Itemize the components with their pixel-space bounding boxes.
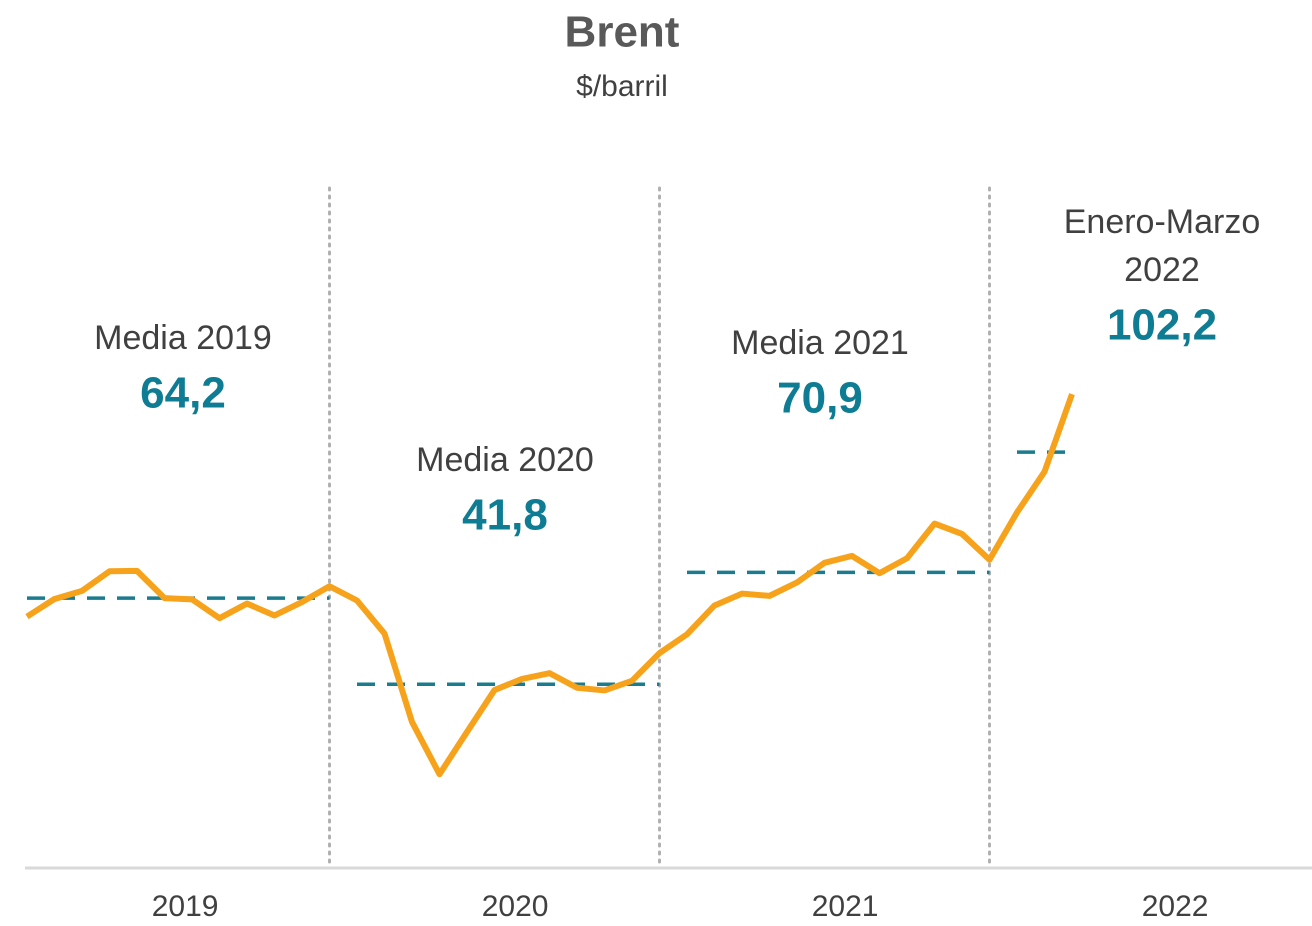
price-line <box>25 393 1075 778</box>
x-tick-label: 2020 <box>482 890 549 923</box>
chart-title: Brent <box>565 8 680 57</box>
chart-subtitle: $/barril <box>576 70 668 103</box>
x-tick-label: 2022 <box>1142 890 1209 923</box>
x-tick-label: 2019 <box>152 890 219 923</box>
average-label: 2022 <box>1124 251 1200 289</box>
average-label: Enero-Marzo <box>1064 203 1261 241</box>
average-value: 41,8 <box>462 491 548 540</box>
average-value: 102,2 <box>1107 301 1217 350</box>
x-tick-label: 2021 <box>812 890 879 923</box>
average-label: Media 2019 <box>94 319 272 357</box>
average-label: Media 2020 <box>416 441 594 479</box>
average-value: 70,9 <box>777 374 863 423</box>
average-value: 64,2 <box>140 369 226 418</box>
average-label: Media 2021 <box>731 324 909 362</box>
